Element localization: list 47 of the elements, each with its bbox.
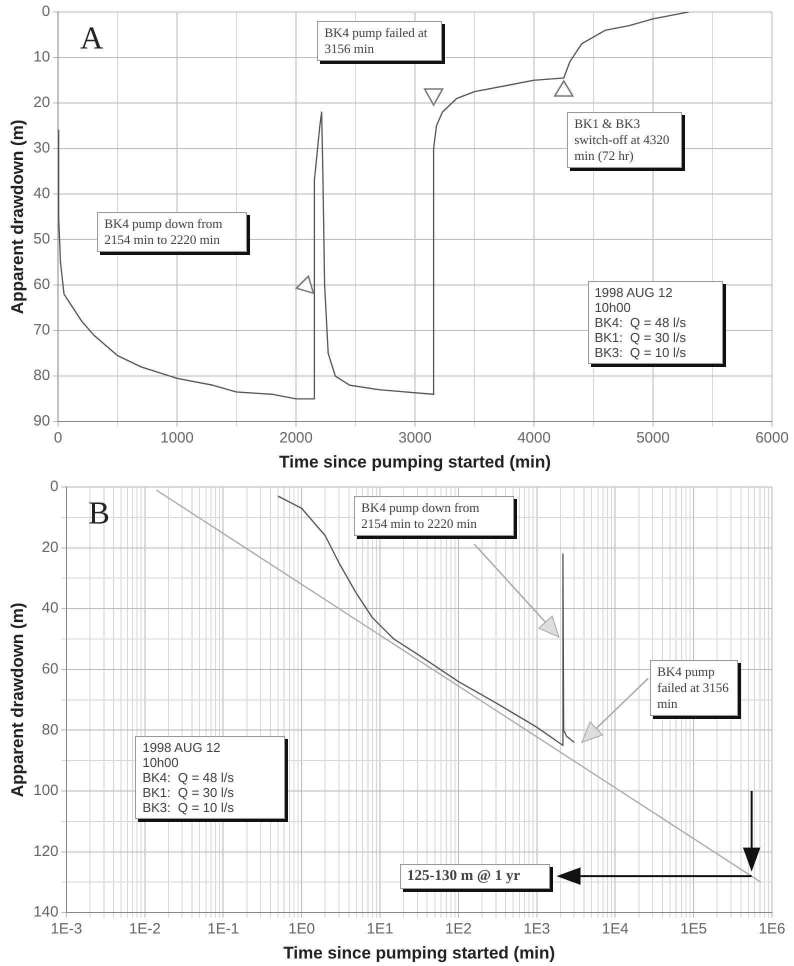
y-tick-label: 60 bbox=[33, 276, 50, 294]
x-tick-label: 1E-1 bbox=[207, 920, 240, 938]
x-tick-label: 1E0 bbox=[288, 920, 315, 938]
y-tick-label: 0 bbox=[50, 478, 58, 496]
x-tick-label: 1E3 bbox=[523, 920, 550, 938]
x-tick-label: 1000 bbox=[160, 430, 194, 447]
x-tick-label: 6000 bbox=[755, 430, 789, 447]
text-box: BK1 & BK3 switch-off at 4320 min (72 hr) bbox=[567, 112, 682, 168]
text-box: BK4 pump down from 2154 min to 2220 min bbox=[97, 212, 248, 252]
x-axis-title: Time since pumping started (min) bbox=[279, 452, 551, 472]
y-tick-label: 120 bbox=[33, 842, 58, 860]
text-box: BK4 pump failed at 3156 min bbox=[317, 21, 442, 62]
y-tick-label: 30 bbox=[33, 140, 50, 157]
x-tick-label: 1E-2 bbox=[128, 920, 161, 938]
x-tick-label: 1E-3 bbox=[50, 920, 82, 938]
x-tick-label: 1E4 bbox=[602, 920, 629, 938]
y-tick-label: 60 bbox=[42, 660, 58, 678]
y-tick-label: 40 bbox=[33, 185, 50, 202]
x-tick-label: 1E6 bbox=[758, 920, 786, 938]
y-tick-label: 80 bbox=[33, 367, 50, 384]
x-tick-label: 3000 bbox=[398, 430, 432, 447]
y-tick-label: 50 bbox=[33, 230, 50, 248]
y-tick-label: 40 bbox=[42, 600, 58, 617]
x-tick-label: 5000 bbox=[636, 430, 670, 447]
y-axis-title: Apparent drawdown (m) bbox=[8, 602, 27, 798]
y-tick-label: 20 bbox=[33, 94, 50, 112]
y-tick-label: 80 bbox=[42, 721, 58, 738]
chart-title: A bbox=[80, 19, 104, 56]
y-tick-label: 20 bbox=[42, 538, 58, 556]
x-axis-title: Time since pumping started (min) bbox=[283, 943, 556, 962]
y-tick-label: 0 bbox=[42, 3, 50, 20]
x-tick-label: 2000 bbox=[279, 430, 313, 447]
text-box: 125-130 m @ 1 yr bbox=[400, 864, 550, 889]
x-tick-label: 1E5 bbox=[680, 920, 707, 938]
y-axis-title: Apparent drawdown (m) bbox=[8, 120, 27, 314]
x-tick-label: 4000 bbox=[517, 430, 551, 447]
chart-title: B bbox=[88, 494, 110, 530]
text-box: BK4 pump failed at 3156 min bbox=[650, 660, 738, 716]
y-tick-label: 90 bbox=[33, 412, 50, 430]
x-tick-label: 1E2 bbox=[445, 920, 472, 938]
y-tick-label: 70 bbox=[33, 322, 50, 339]
y-tick-label: 10 bbox=[33, 48, 50, 66]
text-box: BK4 pump down from 2154 min to 2220 min bbox=[354, 496, 514, 536]
text-box: 1998 AUG 12 10h00 BK4: Q = 48 l/s BK1: Q = 30 l/s BK3: Q = 10 l/s bbox=[135, 736, 286, 820]
x-tick-label: 1E1 bbox=[366, 920, 394, 938]
y-tick-label: 100 bbox=[33, 782, 58, 800]
y-tick-label: 140 bbox=[33, 904, 58, 921]
